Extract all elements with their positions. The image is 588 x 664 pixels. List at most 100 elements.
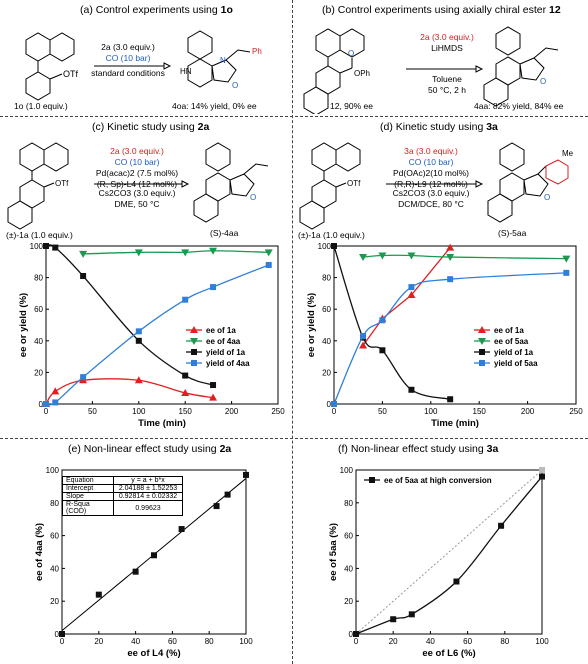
y-tick-label: 20 (34, 368, 43, 377)
series-0 (59, 471, 249, 637)
legend: ee of 1a ee of 5aa yield of 1a yield of 5aa (474, 326, 538, 368)
legend-label: yield of 4aa (206, 359, 250, 368)
plot-frame (333, 245, 577, 405)
quinazoline-ring-a1 (25, 32, 51, 62)
chart-nle-2a: 0 20 40 60 80 100 0 20 40 60 80 100 ee of L4 (%) ee o… (34, 466, 253, 659)
fit-table: Equation y = a + b*x Intercept 2.04188 ± 1.… (62, 476, 183, 516)
data-point (408, 284, 415, 291)
panel-a-product-label: 4oa: 14% yield, 0% ee (172, 101, 257, 111)
y-tick-label: 60 (34, 305, 43, 314)
series-3 (331, 269, 570, 407)
panel-a-title: (a) Control experiments using 1o (80, 4, 233, 16)
data-point (407, 290, 416, 298)
legend-marker (191, 360, 197, 366)
x-tick-label: 150 (179, 407, 193, 416)
panel-f-title: (f) Non-linear effect study using 3a (338, 443, 499, 455)
data-point (178, 526, 185, 533)
x-tick-label: 100 (535, 637, 549, 646)
panel-c-title: (c) Kinetic study using 2a (92, 121, 210, 133)
x-tick-label: 0 (332, 407, 337, 416)
panel-d-conditions: 3a (3.0 equiv.) CO (10 bar) Pd(OAc)2(10 … (392, 146, 470, 189)
panel-d-scheme: OTf Me O (299, 142, 574, 230)
y-axis-label: ee or yield (%) (306, 293, 317, 357)
data-point (407, 252, 416, 260)
y-axis-label: ee or yield (%) (18, 293, 29, 357)
y-tick-label: 100 (340, 466, 354, 475)
x-tick-label: 0 (60, 637, 65, 646)
data-point (213, 503, 220, 510)
data-point (182, 372, 189, 379)
x-axis-label: ee of L4 (%) (127, 648, 180, 659)
legend-label: ee of 1a (494, 326, 524, 335)
y-tick-label: 100 (318, 242, 332, 251)
data-point (210, 382, 217, 389)
chart-kinetic-2a: 0 50 100 150 200 250 0 20 40 60 80 100 Time (min) ee … (18, 242, 285, 429)
svg-text:O: O (540, 77, 546, 86)
legend-marker (479, 349, 485, 355)
legend-marker (479, 360, 485, 366)
x-tick-label: 250 (271, 407, 285, 416)
y-tick-label: 100 (30, 242, 44, 251)
fit-param-name: Intercept (62, 484, 114, 493)
series-1 (79, 247, 273, 258)
chart-kinetic-3a: 0 50 100 150 200 250 0 20 40 60 80 100 Time (min) ee … (306, 242, 583, 429)
panel-b-conditions-below: Toluene 50 °C, 2 h (428, 74, 466, 95)
data-point (408, 611, 415, 618)
y-axis-label: ee of 5aa (%) (328, 523, 339, 581)
legend-marker (190, 326, 198, 333)
panel-b-scheme: O OPh O (303, 26, 559, 114)
data-point (52, 399, 59, 406)
series-0 (359, 243, 455, 349)
data-point (360, 333, 367, 340)
data-point (80, 273, 87, 280)
x-tick-label: 250 (569, 407, 583, 416)
panel-b-sm-label: 12, 90% ee (330, 101, 374, 111)
legend-marker (478, 326, 486, 333)
svg-text:N: N (220, 56, 226, 65)
svg-text:O: O (544, 193, 550, 202)
x-tick-label: 80 (205, 637, 214, 646)
data-point (134, 249, 143, 257)
y-tick-label: 60 (322, 305, 331, 314)
legend-marker (190, 338, 198, 345)
data-point (95, 591, 102, 598)
x-axis-label: Time (min) (431, 418, 479, 429)
panel-e-title: (e) Non-linear effect study using 2a (68, 443, 232, 455)
series-2 (43, 243, 217, 389)
y-axis-label: ee of 4aa (%) (34, 523, 45, 581)
x-tick-label: 200 (225, 407, 239, 416)
x-tick-label: 0 (44, 407, 49, 416)
panel-c-conditions-below: Cs2CO3 (3.0 equiv.) DME, 50 °C (98, 188, 176, 209)
data-point (453, 578, 460, 585)
y-tick-label: 80 (322, 274, 331, 283)
panel-d-title: (d) Kinetic study using 3a (380, 121, 498, 133)
x-tick-label: 60 (463, 637, 472, 646)
panel-b-title: (b) Control experiments using axially ch… (322, 4, 561, 16)
data-point (132, 568, 139, 575)
legend-marker (191, 349, 197, 355)
product-ring-a1 (187, 30, 213, 60)
reference-diagonal (355, 469, 543, 635)
svg-text:OTf: OTf (55, 179, 69, 188)
data-point (390, 616, 397, 623)
y-tick-label: 60 (344, 532, 353, 541)
data-point (181, 388, 190, 396)
svg-text:O: O (232, 81, 238, 90)
data-point (498, 522, 505, 529)
svg-text:Me: Me (562, 149, 574, 158)
legend-label: ee of 5aa (494, 337, 529, 346)
data-point (151, 552, 157, 559)
x-tick-label: 200 (521, 407, 535, 416)
y-tick-label: 0 (327, 400, 332, 409)
series-line (355, 476, 543, 635)
plot-frame (355, 469, 543, 635)
data-point (59, 631, 65, 637)
data-point (539, 473, 545, 480)
legend-label: yield of 5aa (494, 359, 538, 368)
y-tick-label: 0 (55, 630, 60, 639)
x-tick-label: 0 (354, 637, 359, 646)
chart-nle-3a: 0 20 40 60 80 100 0 20 40 60 80 100 ee of L6 (%) ee o… (328, 466, 549, 659)
y-tick-label: 20 (322, 368, 331, 377)
plot-frame (61, 469, 247, 635)
y-tick-label: 80 (34, 274, 43, 283)
